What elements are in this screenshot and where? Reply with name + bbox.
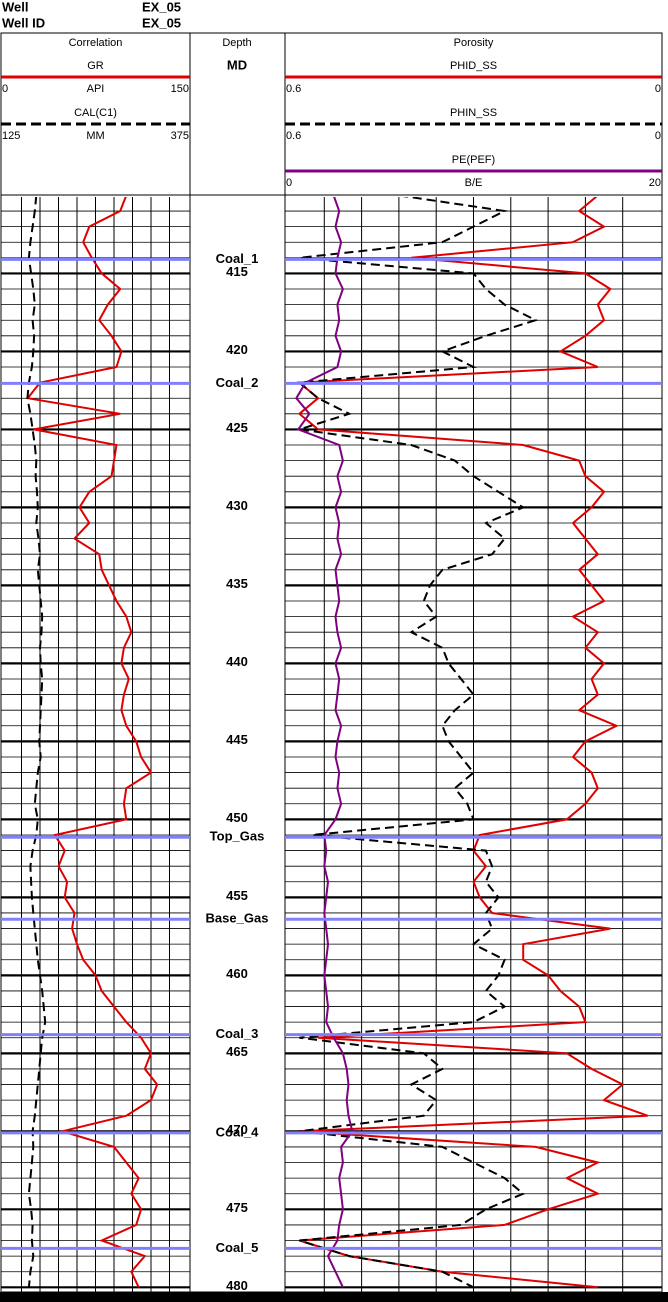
marker-label: Coal_1 (216, 251, 259, 266)
curve (26, 197, 47, 1288)
well-label: Well (2, 0, 29, 14)
scale-max: 375 (171, 130, 189, 142)
scale-min: 0 (286, 177, 292, 189)
depth-tick-label: 420 (226, 342, 248, 357)
depth-tick-label: 450 (226, 810, 248, 825)
grid (1, 197, 662, 1292)
scale-max: 150 (171, 83, 189, 95)
legend-name: PHIN_SS (450, 107, 497, 119)
scale-min: 0 (2, 83, 8, 95)
depth-tick-label: 440 (226, 654, 248, 669)
well-value: EX_05 (142, 0, 181, 14)
legend-name: PE(PEF) (452, 154, 495, 166)
depth-tick-label: 445 (226, 732, 248, 747)
depth-tick-label: 425 (226, 420, 248, 435)
well-id-value: EX_05 (142, 15, 181, 30)
depth-tick-label: 470 (226, 1122, 248, 1137)
curve (295, 197, 354, 1288)
depth-tick-label: 475 (226, 1200, 248, 1215)
well-id-label: Well ID (2, 15, 45, 30)
track-title: Correlation (69, 37, 123, 49)
depth-unit: MD (227, 57, 247, 72)
marker-label: Coal_3 (216, 1026, 259, 1041)
legend-name: PHID_SS (450, 60, 497, 72)
scale-min: 0.6 (286, 130, 301, 142)
depth-tick-label: 455 (226, 888, 248, 903)
scale-unit: API (87, 83, 105, 95)
curve (296, 197, 648, 1289)
marker-label: Base_Gas (206, 911, 269, 926)
depth-tick-label: 430 (226, 498, 248, 513)
marker-label: Coal_2 (216, 375, 259, 390)
depth-tick-label: 465 (226, 1044, 248, 1059)
scale-unit: MM (86, 130, 104, 142)
legend-name: GR (87, 60, 104, 72)
scale-min: 0.6 (286, 83, 301, 95)
scale-max: 0 (655, 83, 661, 95)
scale-max: 0 (655, 130, 661, 142)
curve (25, 197, 159, 1288)
depth-title: Depth (222, 37, 251, 49)
scale-min: 125 (2, 130, 20, 142)
track-title: Porosity (454, 37, 494, 49)
depth-tick-label: 460 (226, 966, 248, 981)
legend-name: CAL(C1) (74, 107, 117, 119)
depth-tick-label: 480 (226, 1278, 248, 1293)
curve (296, 197, 539, 1289)
marker-label: Coal_5 (216, 1240, 259, 1255)
marker-label: Top_Gas (210, 829, 265, 844)
marker-label: Coal_4 (216, 1124, 259, 1139)
scale-unit: B/E (465, 177, 483, 189)
bottom-bar (0, 1292, 668, 1302)
depth-tick-label: 435 (226, 576, 248, 591)
scale-max: 20 (649, 177, 661, 189)
depth-tick-label: 415 (226, 264, 248, 279)
